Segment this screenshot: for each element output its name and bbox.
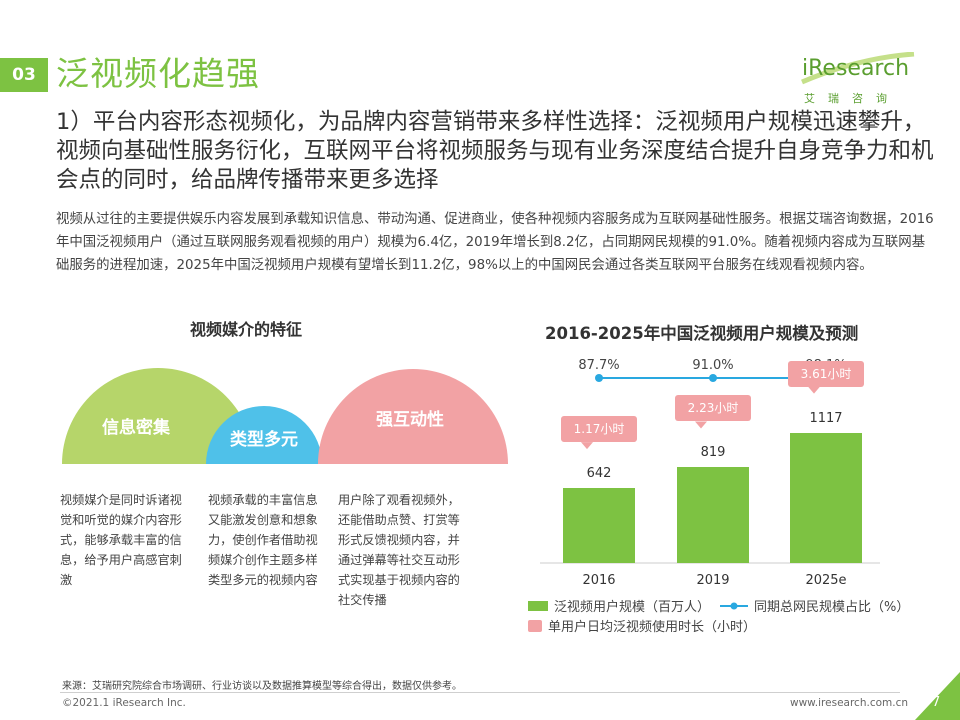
feature-arch-3 xyxy=(318,369,508,464)
section-number: 03 xyxy=(0,58,48,92)
legend-line-share-icon xyxy=(720,602,748,609)
share-label-2019: 91.0% xyxy=(692,358,734,373)
bar-value-2019: 819 xyxy=(700,445,726,461)
feature-arch-2 xyxy=(206,406,322,464)
category-label-2016: 2016 xyxy=(582,573,616,588)
logo-wordmark: iResearch xyxy=(802,56,910,81)
features-title: 视频媒介的特征 xyxy=(190,320,303,339)
footer-divider xyxy=(60,692,900,693)
bar-2025e xyxy=(790,432,862,563)
legend-swatch-duration xyxy=(528,619,542,632)
feature-desc-2: 视频承载的丰富信息又能激发创意和想象力，使创作者借助视频媒介创作主题多样类型多元… xyxy=(208,493,318,587)
duration-callout-pointer-2025e xyxy=(808,386,820,394)
share-point-2025e xyxy=(822,374,830,382)
duration-callout-2016: 1.17小时 xyxy=(561,416,637,443)
body-paragraph: 视频从过往的主要提供娱乐内容发展到承载知识信息、带动沟通、促进商业，使各种视频内… xyxy=(56,212,934,273)
logo-subtitle: 艾瑞咨询 xyxy=(804,92,900,105)
bar-value-2016: 642 xyxy=(586,466,612,482)
share-label-2025e: 98.1% xyxy=(805,358,847,373)
page-title: 泛视频化趋强 xyxy=(56,54,260,93)
feature-arches xyxy=(62,368,508,464)
legend-item-share: 同期总网民规模占比（%） xyxy=(720,596,909,615)
logo-swoosh-icon xyxy=(801,52,915,85)
website-url: www.iresearch.com.cn xyxy=(790,697,909,709)
category-label-2019: 2019 xyxy=(696,573,730,588)
duration-callout-2025e: 3.61小时 xyxy=(788,360,864,387)
bar-value-2025e: 1117 xyxy=(809,410,843,426)
duration-callout-2019: 2.23小时 xyxy=(675,395,751,422)
share-label-2016: 87.7% xyxy=(578,358,620,373)
share-point-2016 xyxy=(595,374,603,382)
iresearch-logo: iResearch 艾瑞咨询 xyxy=(798,52,918,110)
feature-label-2: 类型多元 xyxy=(230,430,298,450)
legend-item-duration: 单用户日均泛视频使用时长（小时） xyxy=(528,616,756,635)
feature-label-3: 强互动性 xyxy=(376,410,444,430)
bar-2016 xyxy=(563,488,635,563)
legend-label-users: 泛视频用户规模（百万人） xyxy=(554,600,711,615)
duration-callout-pointer-2016 xyxy=(581,442,593,450)
feature-desc-1: 视频媒介是同时诉诸视觉和听觉的媒介内容形式，能够承载丰富的信息，给予用户高感官刺… xyxy=(60,493,182,587)
legend-item-users: 泛视频用户规模（百万人） xyxy=(528,596,710,615)
page-number: 7 xyxy=(932,695,941,710)
legend-swatch-users xyxy=(528,600,548,611)
legend-label-duration: 单用户日均泛视频使用时长（小时） xyxy=(548,620,757,635)
feature-arch-1 xyxy=(62,368,254,464)
source-note: 来源：艾瑞研究院综合市场调研、行业访谈以及数据推算模型等综合得出，数据仅供参考。 xyxy=(62,681,462,692)
category-label-2025e: 2025e xyxy=(805,573,847,588)
share-point-2019 xyxy=(709,374,717,382)
copyright: ©2021.1 iResearch Inc. xyxy=(62,697,186,709)
bar-2019 xyxy=(677,467,749,563)
feature-desc-3: 用户除了观看视频外，还能借助点赞、打赏等形式反馈视频内容，并通过弹幕等社交互动形… xyxy=(338,493,460,607)
duration-callout-pointer-2019 xyxy=(695,421,707,429)
chart-title: 2016-2025年中国泛视频用户规模及预测 xyxy=(545,324,859,343)
page-corner-triangle xyxy=(915,672,960,720)
feature-label-1: 信息密集 xyxy=(102,418,170,438)
legend-label-share: 同期总网民规模占比（%） xyxy=(754,600,910,615)
headline: 1）平台内容形态视频化，为品牌内容营销带来多样性选择：泛视频用户规模迅速攀升，视… xyxy=(56,109,934,193)
